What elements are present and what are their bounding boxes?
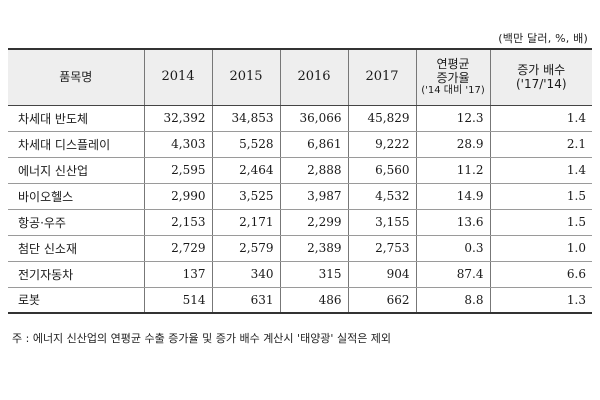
row-cell-y2017: 3,155 [347, 209, 416, 236]
row-cell-y2017: 6,560 [347, 157, 416, 184]
row-cell-cagr: 0.3 [415, 235, 490, 262]
row-cell-mult: 1.4 [489, 157, 592, 184]
table-body: 차세대 반도체 32,392 34,853 36,066 45,829 12.3 1.4 차세… [8, 105, 592, 314]
header-cagr-sub: ('14 대비 '17) [421, 85, 485, 97]
row-cell-cagr: 8.8 [415, 287, 490, 314]
row-cell-y2015: 2,464 [211, 157, 280, 184]
row-item-name: 차세대 반도체 [8, 105, 144, 132]
table-row: 차세대 반도체 32,392 34,853 36,066 45,829 12.3 1.4 [8, 105, 592, 132]
header-mult-title: 증가 배수 [517, 63, 566, 78]
row-cell-y2016: 2,299 [279, 209, 348, 236]
row-cell-y2016: 315 [279, 261, 348, 288]
header-year-2015: 2015 [211, 48, 280, 106]
row-cell-cagr: 13.6 [415, 209, 490, 236]
footnote: 주 : 에너지 신산업의 연평균 수출 증가율 및 증가 배수 계산시 '태양광… [12, 332, 392, 345]
row-cell-y2014: 137 [143, 261, 212, 288]
table-row: 에너지 신산업 2,595 2,464 2,888 6,560 11.2 1.4 [8, 157, 592, 184]
table-row: 첨단 신소재 2,729 2,579 2,389 2,753 0.3 1.0 [8, 235, 592, 262]
row-cell-cagr: 28.9 [415, 131, 490, 158]
row-item-name: 로봇 [8, 287, 144, 314]
row-cell-mult: 1.5 [489, 209, 592, 236]
table-row: 전기자동차 137 340 315 904 87.4 6.6 [8, 261, 592, 288]
header-year-2016: 2016 [279, 48, 348, 106]
row-cell-cagr: 11.2 [415, 157, 490, 184]
row-cell-y2014: 514 [143, 287, 212, 314]
table-row: 차세대 디스플레이 4,303 5,528 6,861 9,222 28.9 2.1 [8, 131, 592, 158]
header-mult-sub: ('17/'14) [515, 77, 567, 92]
row-cell-y2017: 9,222 [347, 131, 416, 158]
row-cell-y2016: 2,888 [279, 157, 348, 184]
row-cell-y2014: 32,392 [143, 105, 212, 132]
row-cell-y2014: 2,595 [143, 157, 212, 184]
row-item-name: 바이오헬스 [8, 183, 144, 210]
row-cell-y2016: 3,987 [279, 183, 348, 210]
header-cagr: 연평균 증가율 ('14 대비 '17) [415, 48, 490, 106]
row-cell-y2016: 2,389 [279, 235, 348, 262]
header-item-name: 품목명 [8, 48, 144, 106]
row-cell-cagr: 12.3 [415, 105, 490, 132]
row-cell-y2017: 662 [347, 287, 416, 314]
row-cell-y2015: 34,853 [211, 105, 280, 132]
row-cell-y2016: 486 [279, 287, 348, 314]
row-cell-y2017: 904 [347, 261, 416, 288]
row-cell-y2016: 6,861 [279, 131, 348, 158]
export-table: 품목명 2014 2015 2016 2017 연평균 증가율 ('14 대비 … [8, 48, 592, 314]
row-cell-cagr: 87.4 [415, 261, 490, 288]
row-cell-y2016: 36,066 [279, 105, 348, 132]
row-item-name: 에너지 신산업 [8, 157, 144, 184]
row-cell-mult: 1.4 [489, 105, 592, 132]
row-cell-y2017: 4,532 [347, 183, 416, 210]
table-row: 바이오헬스 2,990 3,525 3,987 4,532 14.9 1.5 [8, 183, 592, 210]
row-item-name: 항공·우주 [8, 209, 144, 236]
header-year-2017: 2017 [347, 48, 416, 106]
row-cell-y2015: 340 [211, 261, 280, 288]
row-cell-mult: 1.0 [489, 235, 592, 262]
unit-note: (백만 달러, %, 배) [498, 32, 588, 45]
row-cell-mult: 1.3 [489, 287, 592, 314]
table-header-row: 품목명 2014 2015 2016 2017 연평균 증가율 ('14 대비 … [8, 48, 592, 106]
table-row: 로봇 514 631 486 662 8.8 1.3 [8, 287, 592, 314]
row-cell-y2014: 4,303 [143, 131, 212, 158]
row-item-name: 전기자동차 [8, 261, 144, 288]
row-cell-mult: 1.5 [489, 183, 592, 210]
row-cell-y2015: 631 [211, 287, 280, 314]
row-item-name: 차세대 디스플레이 [8, 131, 144, 158]
row-cell-y2015: 3,525 [211, 183, 280, 210]
row-cell-y2014: 2,729 [143, 235, 212, 262]
row-cell-y2017: 2,753 [347, 235, 416, 262]
row-cell-y2014: 2,153 [143, 209, 212, 236]
header-multiplier: 증가 배수 ('17/'14) [489, 48, 592, 106]
row-cell-cagr: 14.9 [415, 183, 490, 210]
row-cell-y2014: 2,990 [143, 183, 212, 210]
row-cell-y2015: 2,171 [211, 209, 280, 236]
row-cell-y2015: 5,528 [211, 131, 280, 158]
row-cell-y2015: 2,579 [211, 235, 280, 262]
header-cagr-title: 연평균 증가율 [436, 57, 470, 86]
row-cell-mult: 6.6 [489, 261, 592, 288]
row-item-name: 첨단 신소재 [8, 235, 144, 262]
header-year-2014: 2014 [143, 48, 212, 106]
row-cell-mult: 2.1 [489, 131, 592, 158]
row-cell-y2017: 45,829 [347, 105, 416, 132]
table-row: 항공·우주 2,153 2,171 2,299 3,155 13.6 1.5 [8, 209, 592, 236]
